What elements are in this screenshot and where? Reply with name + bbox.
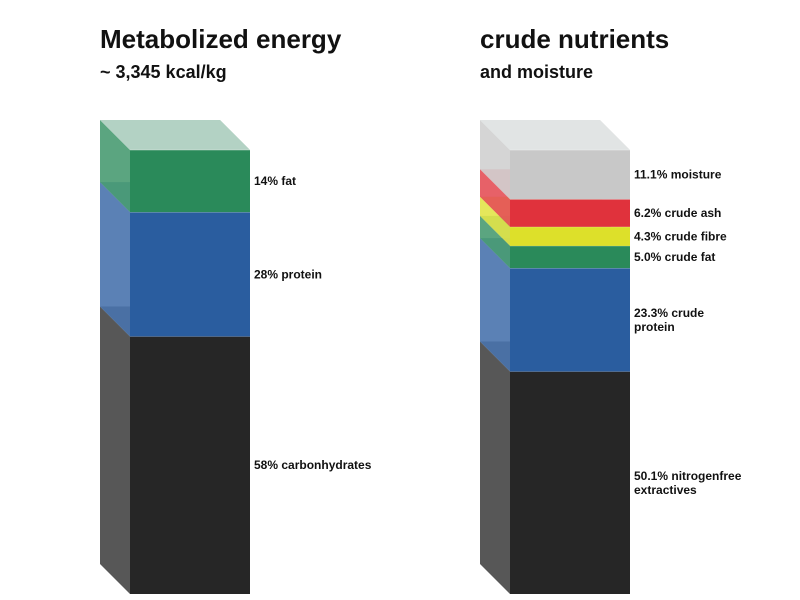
segment-label-carbohydrates: 58% carbonhydrates bbox=[254, 458, 372, 472]
segment-label-fat: 14% fat bbox=[254, 174, 296, 188]
segment-side-crude-fat bbox=[480, 215, 510, 269]
column-top-face bbox=[480, 120, 630, 150]
segment-nitrogenfree-extractives: 50.1% nitrogenfree extractives bbox=[480, 341, 742, 594]
segment-side-crude-protein bbox=[480, 238, 510, 372]
segment-label-crude-fibre: 4.3% crude fibre bbox=[634, 229, 727, 243]
segment-label-crude-ash: 6.2% crude ash bbox=[634, 206, 721, 220]
segment-front-crude-fat bbox=[510, 245, 630, 269]
segment-front-crude-protein bbox=[510, 268, 630, 372]
segment-front-carbohydrates bbox=[130, 336, 250, 594]
segment-label-nitrogenfree-extractives: 50.1% nitrogenfree extractives bbox=[634, 469, 742, 497]
segment-carbohydrates: 58% carbonhydrates bbox=[100, 306, 372, 594]
segment-front-fat bbox=[130, 150, 250, 213]
chart-title-crude-nutrients: crude nutrients bbox=[480, 24, 670, 54]
segment-front-protein bbox=[130, 212, 250, 337]
column-top-face bbox=[100, 120, 250, 150]
segment-side-fat bbox=[100, 120, 130, 213]
chart-subtitle-moisture: and moisture bbox=[480, 62, 594, 82]
segment-front-crude-fibre bbox=[510, 226, 630, 246]
segment-label-crude-fat: 5.0% crude fat bbox=[634, 250, 715, 264]
column-metabolized-energy: 58% carbonhydrates 28% protein 14% fat bbox=[100, 120, 372, 594]
segment-label-protein: 28% protein bbox=[254, 267, 322, 281]
segment-side-carbohydrates bbox=[100, 306, 130, 594]
segment-label-moisture: 11.1% moisture bbox=[634, 168, 722, 182]
segment-side-nitrogenfree-extractives bbox=[480, 341, 510, 594]
segment-side-crude-ash bbox=[480, 169, 510, 227]
segment-label-crude-protein: 23.3% crude protein bbox=[634, 306, 704, 334]
segment-front-nitrogenfree-extractives bbox=[510, 371, 630, 594]
chart-subtitle-energy-value: ~ 3,345 kcal/kg bbox=[100, 62, 227, 82]
segment-side-moisture bbox=[480, 120, 510, 200]
segment-side-protein bbox=[100, 182, 130, 337]
segment-front-moisture bbox=[510, 150, 630, 200]
column-crude-nutrients: 50.1% nitrogenfree extractives 23.3% crude… bbox=[480, 120, 742, 594]
segment-side-crude-fibre bbox=[480, 196, 510, 246]
chart-title-metabolized-energy: Metabolized energy bbox=[100, 24, 342, 54]
segment-front-crude-ash bbox=[510, 199, 630, 227]
